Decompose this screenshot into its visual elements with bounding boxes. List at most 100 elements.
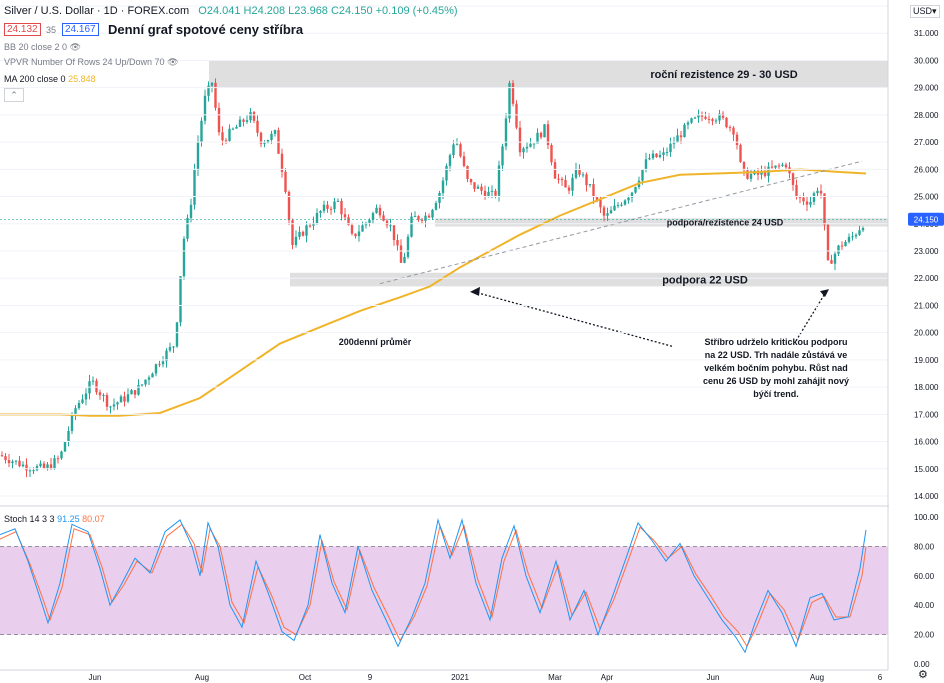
candle	[14, 460, 18, 462]
candle	[837, 245, 840, 254]
candle	[123, 396, 126, 402]
candle	[126, 394, 130, 402]
candle	[732, 127, 735, 135]
candle	[245, 120, 249, 122]
candle	[669, 143, 672, 153]
vpvr-indicator[interactable]: VPVR Number Of Rows 24 Up/Down 70 👁	[4, 57, 179, 68]
candle	[487, 191, 490, 197]
candle	[207, 85, 210, 96]
candle	[217, 107, 221, 133]
candle	[228, 128, 231, 141]
settings-gear-icon[interactable]: ⚙	[918, 669, 928, 681]
zone-band	[290, 272, 888, 287]
ma-indicator[interactable]: MA 200 close 0 25.848	[4, 74, 96, 84]
bb-indicator[interactable]: BB 20 close 2 0 👁	[4, 42, 81, 53]
candle	[235, 126, 238, 129]
collapse-icon[interactable]: ⌃	[4, 88, 24, 102]
candle	[746, 170, 749, 179]
candle	[161, 361, 165, 365]
ma200-line	[0, 168, 867, 417]
candle	[791, 173, 795, 185]
symbol-title[interactable]: Silver / U.S. Dollar · 1D · FOREX.com O2…	[4, 5, 458, 17]
y-tick-label: 19.000	[914, 356, 939, 365]
candle	[242, 119, 245, 122]
candle	[672, 142, 676, 144]
y-tick-label: 27.000	[914, 138, 939, 147]
candle	[847, 236, 851, 242]
candle	[704, 116, 707, 119]
candle	[627, 197, 630, 201]
x-tick-label: Jun	[89, 673, 102, 682]
candle	[25, 464, 28, 471]
candle	[28, 470, 32, 472]
candle	[301, 231, 305, 236]
ohlc-readout: O24.041 H24.208 L23.968 C24.150 +0.109 (…	[198, 5, 458, 17]
candle	[378, 207, 382, 216]
candle	[357, 231, 361, 237]
last-price-badge	[908, 212, 944, 226]
candle	[851, 236, 854, 238]
candle	[238, 119, 242, 127]
candle	[711, 119, 714, 121]
candle	[518, 127, 522, 153]
eye-icon[interactable]: 👁	[69, 42, 81, 52]
candle	[616, 205, 620, 207]
candle	[455, 144, 459, 146]
symbol-name: Silver / U.S. Dollar · 1D · FOREX.com	[4, 5, 190, 17]
candle	[116, 402, 119, 405]
candle	[280, 153, 284, 172]
note-line: cenu 26 USD by mohl zahájit nový	[703, 376, 849, 386]
ask-price[interactable]: 24.167	[62, 23, 99, 36]
candle	[714, 120, 718, 122]
candle	[11, 461, 14, 464]
stoch-d-value: 80.07	[82, 514, 105, 524]
candle	[798, 196, 802, 198]
candle	[252, 112, 256, 121]
candle	[595, 197, 599, 200]
y-tick-label: 16.000	[914, 438, 939, 447]
candle	[630, 192, 634, 198]
candle	[291, 220, 294, 246]
candle	[389, 225, 392, 227]
stoch-y-tick-label: 80.00	[914, 542, 935, 551]
y-tick-label: 21.000	[914, 301, 939, 310]
candle	[109, 406, 112, 408]
stoch-label: Stoch 14 3 3	[4, 514, 55, 524]
zone-label: podpora 22 USD	[662, 275, 748, 287]
candle	[452, 144, 455, 156]
candle	[133, 390, 137, 395]
candle	[49, 464, 53, 469]
candle	[557, 178, 560, 180]
candle	[550, 144, 553, 163]
currency-select[interactable]: USD▾	[910, 5, 940, 18]
candle	[298, 231, 301, 237]
stoch-k-line	[0, 517, 867, 654]
stoch-layer	[0, 517, 888, 654]
candle	[214, 82, 217, 108]
candle	[466, 166, 469, 179]
candle	[77, 402, 81, 409]
candle	[165, 350, 168, 362]
y-tick-label: 25.000	[914, 193, 939, 202]
stoch-y-tick-label: 0.00	[914, 660, 930, 669]
candle	[168, 346, 172, 351]
candle	[546, 124, 550, 145]
candle	[665, 152, 669, 154]
arrowhead	[820, 289, 829, 298]
candle	[721, 113, 725, 118]
candle	[651, 153, 655, 159]
bid-price[interactable]: 24.132	[4, 23, 41, 36]
eye-icon[interactable]: 👁	[167, 57, 179, 67]
chart-title: Denní graf spotové ceny stříbra	[108, 22, 304, 37]
candle	[448, 155, 452, 166]
candle	[854, 234, 858, 237]
candle	[497, 165, 501, 196]
stoch-indicator[interactable]: Stoch 14 3 3 91.25 80.07	[4, 514, 105, 524]
candle	[175, 322, 179, 347]
candle	[816, 190, 819, 194]
ma-layer	[0, 168, 867, 417]
candle	[427, 215, 431, 218]
candle	[193, 169, 196, 205]
candle	[553, 162, 557, 179]
